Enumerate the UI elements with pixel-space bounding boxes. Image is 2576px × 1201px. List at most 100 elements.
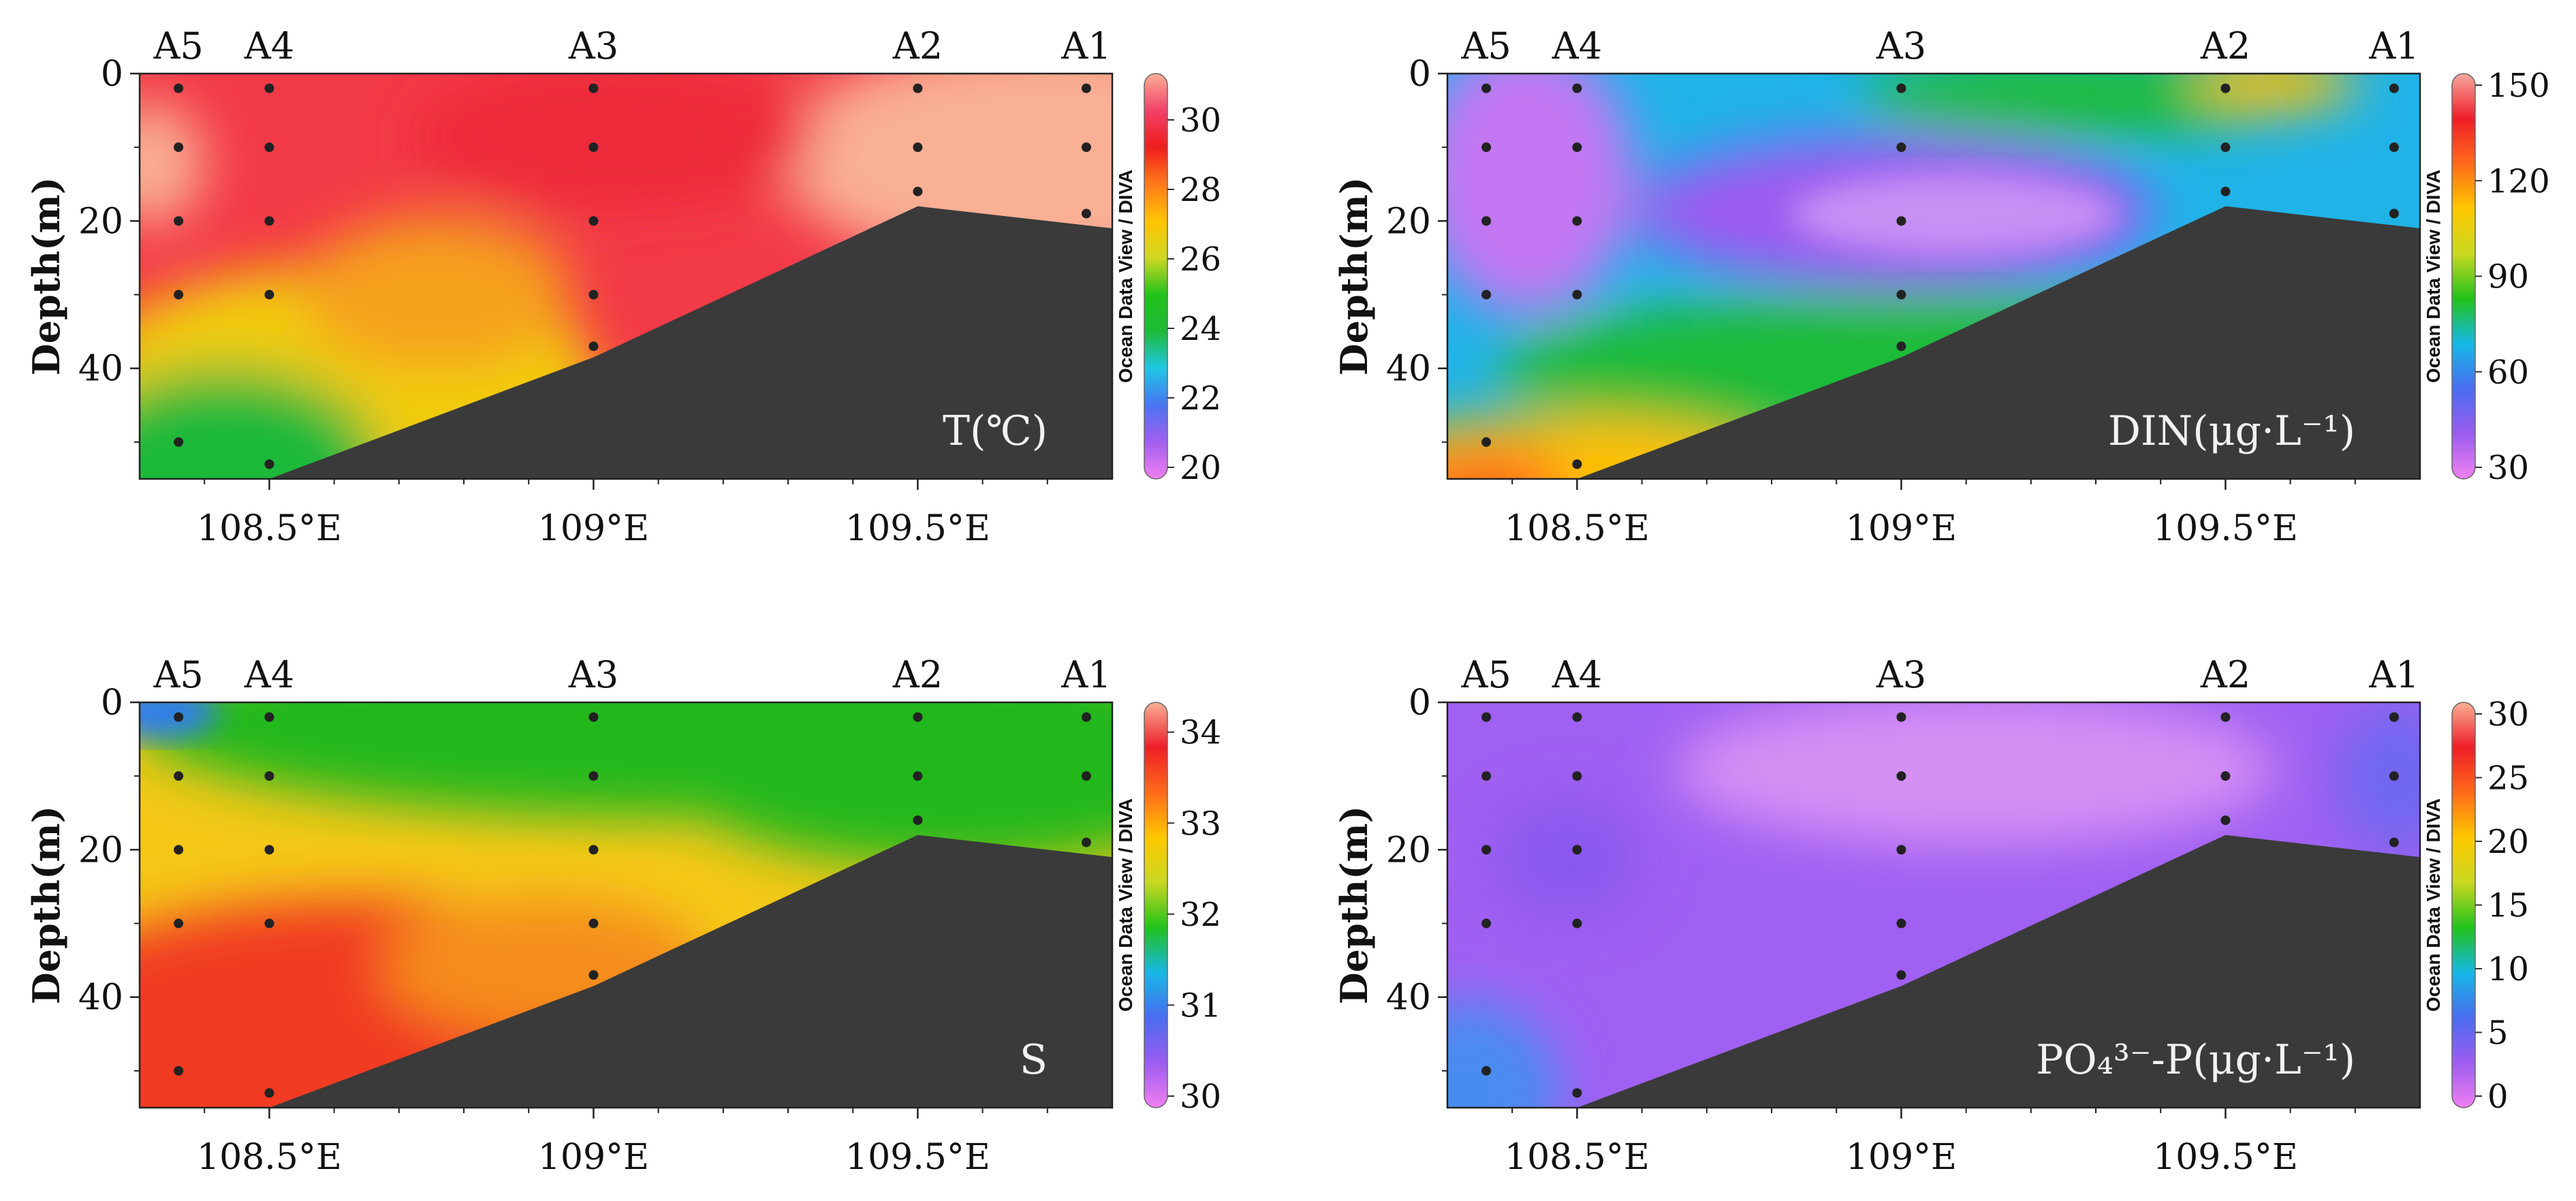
station-label: A3 <box>1876 25 1926 67</box>
colorbar-title: Ocean Data View / DIVA <box>1115 170 1136 383</box>
sample-point <box>264 83 274 93</box>
colorbar-tick-label: 26 <box>1180 240 1221 279</box>
sample-point <box>1896 845 1906 855</box>
y-tick-label: 0 <box>1409 683 1431 723</box>
sample-point <box>174 290 184 300</box>
colorbar <box>1144 73 1168 480</box>
y-tick-label: 0 <box>101 683 123 723</box>
colorbar-tick-label: 0 <box>2487 1078 2509 1116</box>
x-tick-label: 109°E <box>538 508 649 549</box>
sample-point <box>1896 216 1906 226</box>
colorbar-tick-label: 30 <box>2487 449 2529 487</box>
colorbar-title: Ocean Data View / DIVA <box>2423 798 2444 1012</box>
y-tick-label: 20 <box>78 830 123 871</box>
x-tick-label: 108.5°E <box>1505 1137 1650 1178</box>
sample-point <box>588 216 599 226</box>
sample-point <box>588 83 599 93</box>
sample-point <box>1572 1088 1582 1098</box>
sample-point <box>1572 142 1582 153</box>
sample-point <box>1081 771 1091 781</box>
sample-point <box>1481 290 1492 300</box>
colorbar <box>2451 702 2476 1108</box>
variable-label: T(℃) <box>943 407 1048 455</box>
station-label: A3 <box>568 653 618 696</box>
station-label: A5 <box>153 653 203 696</box>
colorbar-tick-label: 28 <box>1180 171 1221 209</box>
sample-point <box>2220 712 2231 722</box>
station-label: A5 <box>1460 25 1511 67</box>
sample-point <box>1481 437 1492 447</box>
colorbar <box>1144 702 1168 1108</box>
sample-point <box>264 216 274 226</box>
sample-point <box>174 771 184 781</box>
sample-point <box>913 142 923 153</box>
sample-point <box>1572 290 1582 300</box>
sample-point <box>1896 341 1906 352</box>
sample-point <box>264 142 274 153</box>
y-axis-title: Depth(m) <box>1332 177 1376 375</box>
colorbar-title: Ocean Data View / DIVA <box>1115 798 1136 1012</box>
station-label: A2 <box>2200 653 2250 696</box>
colorbar-tick-label: 30 <box>1180 102 1221 140</box>
plot-frame <box>138 72 1114 480</box>
sample-point <box>174 712 184 722</box>
y-tick-label: 40 <box>1386 349 1431 390</box>
sample-point <box>1572 459 1582 469</box>
colorbar-tick-label: 30 <box>2487 696 2529 734</box>
sample-point <box>1481 216 1492 226</box>
x-tick-label: 108.5°E <box>197 1137 342 1178</box>
sample-point <box>1896 970 1906 980</box>
x-tick-label: 109°E <box>538 1137 649 1178</box>
station-label: A1 <box>2368 653 2419 696</box>
y-axis-title: Depth(m) <box>1332 806 1376 1004</box>
colorbar-tick-label: 20 <box>2487 823 2529 861</box>
colorbar-tick-label: 30 <box>1180 1078 1221 1116</box>
field-light-core <box>1676 702 2275 845</box>
sample-point <box>1896 712 1906 722</box>
sample-point <box>1481 712 1492 722</box>
sample-point <box>2220 142 2231 153</box>
field-yellow-surface <box>2193 74 2357 109</box>
sample-point <box>1572 771 1582 781</box>
colorbar-tick-label: 90 <box>2487 258 2529 296</box>
sample-point <box>2220 187 2231 197</box>
x-tick-label: 109°E <box>1846 508 1957 549</box>
station-label: A4 <box>1552 653 1602 696</box>
sample-point <box>1481 918 1492 929</box>
colorbar <box>2451 73 2476 480</box>
seafloor <box>140 835 1112 1108</box>
colorbar-tick-label: 60 <box>2487 354 2529 392</box>
colorbar-tick-label: 25 <box>2487 760 2529 798</box>
colorbar-tick-label: 22 <box>1180 379 1221 418</box>
sample-point <box>2389 712 2399 722</box>
variable-label: DIN(μg·L⁻¹) <box>2108 407 2355 455</box>
seafloor <box>140 206 1112 479</box>
sample-point <box>174 142 184 153</box>
station-label: A2 <box>892 653 943 696</box>
station-label: A2 <box>2200 25 2250 67</box>
field-green-surface <box>1859 74 2295 136</box>
colorbar-tick-label: 34 <box>1180 714 1221 752</box>
colorbar-tick-label: 150 <box>2487 67 2550 105</box>
sample-point <box>588 712 599 722</box>
colorbar-tick-label: 20 <box>1180 449 1221 487</box>
y-tick-label: 40 <box>78 978 123 1018</box>
y-tick-label: 0 <box>1409 54 1431 95</box>
colorbar-tick-label: 15 <box>2487 887 2529 925</box>
field-bottom-peak <box>1447 450 1564 479</box>
sample-point <box>2220 83 2231 93</box>
station-label: A1 <box>2368 25 2419 67</box>
sample-point <box>1081 142 1091 153</box>
sample-point <box>174 437 184 447</box>
station-label: A4 <box>244 653 294 696</box>
sample-point <box>588 341 599 352</box>
station-label: A3 <box>568 25 618 67</box>
field-mid-core <box>1791 174 2118 255</box>
sample-point <box>588 970 599 980</box>
field-warm-surface-west <box>140 102 204 225</box>
field-west-core <box>1492 797 1642 920</box>
